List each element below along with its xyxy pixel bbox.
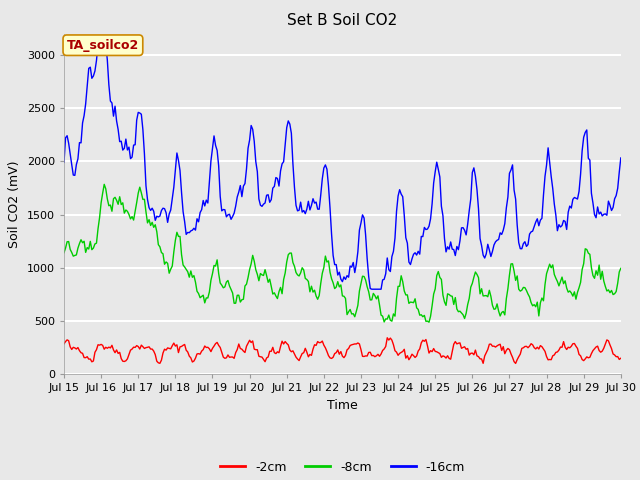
Text: TA_soilco2: TA_soilco2 xyxy=(67,39,139,52)
X-axis label: Time: Time xyxy=(327,399,358,412)
Legend: -2cm, -8cm, -16cm: -2cm, -8cm, -16cm xyxy=(215,456,470,479)
Title: Set B Soil CO2: Set B Soil CO2 xyxy=(287,13,397,28)
Y-axis label: Soil CO2 (mV): Soil CO2 (mV) xyxy=(8,160,21,248)
